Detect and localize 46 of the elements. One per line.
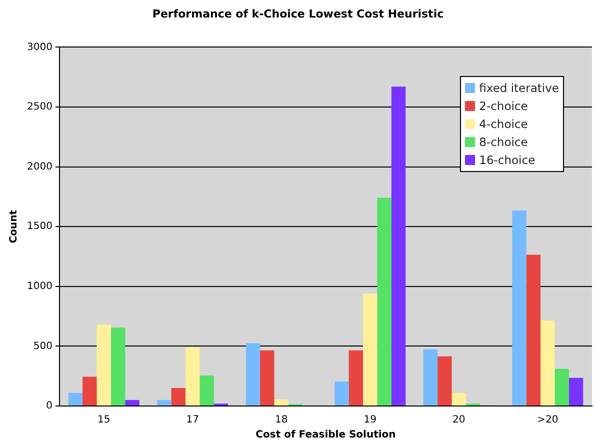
bar — [334, 381, 349, 406]
legend-label: 4-choice — [479, 117, 528, 131]
bar — [96, 324, 111, 406]
y-tick-label: 1000 — [26, 280, 52, 292]
bar — [377, 198, 392, 406]
bar — [171, 388, 186, 406]
legend-label: 8-choice — [479, 135, 528, 149]
bar — [391, 86, 406, 406]
bar — [260, 350, 274, 406]
y-tick-label: 2500 — [26, 102, 52, 113]
x-tick-label: 20 — [452, 414, 466, 426]
bar — [157, 400, 172, 406]
y-tick-label: 1500 — [26, 221, 52, 232]
bar — [274, 399, 288, 406]
bar — [526, 254, 541, 406]
bar — [68, 392, 83, 406]
bar — [110, 328, 126, 406]
bar — [540, 320, 555, 406]
bar — [512, 210, 526, 406]
y-tick-label: 500 — [33, 340, 52, 352]
y-tick-label: 3000 — [26, 42, 52, 53]
bar — [423, 349, 438, 406]
bar — [125, 400, 140, 406]
x-tick-label: 19 — [364, 414, 376, 426]
legend-label: fixed iterative — [479, 81, 559, 95]
x-tick-label: >20 — [537, 414, 558, 426]
x-tick-label: 17 — [186, 414, 199, 426]
x-tick-label: 15 — [97, 414, 110, 426]
y-tick-label: 0 — [46, 400, 52, 412]
bar — [568, 378, 584, 406]
y-tick-label: 2000 — [26, 161, 52, 172]
bar — [246, 343, 260, 406]
bar — [82, 376, 97, 406]
bar — [438, 356, 452, 406]
legend-label: 16-choice — [479, 153, 536, 167]
legend-label: 2-choice — [479, 99, 528, 113]
bar — [554, 368, 569, 406]
bar — [452, 392, 466, 406]
y-axis-title: Count — [8, 210, 20, 244]
x-axis-title: Cost of Feasible Solution — [256, 430, 396, 441]
bar — [363, 294, 378, 406]
bar — [185, 347, 200, 406]
x-tick-label: 18 — [274, 414, 288, 426]
bar — [200, 376, 214, 406]
chart-title: Performance of k-Choice Lowest Cost Heuristic — [152, 7, 444, 20]
bar — [348, 350, 364, 406]
